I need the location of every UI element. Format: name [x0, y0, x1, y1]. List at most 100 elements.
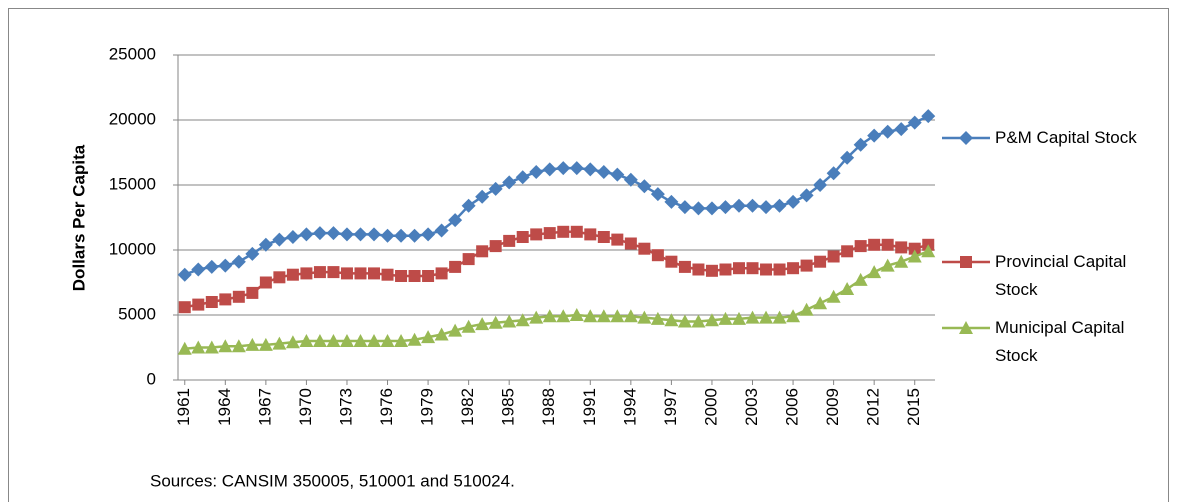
data-point — [177, 267, 192, 282]
data-point — [354, 267, 367, 280]
data-point — [921, 109, 936, 124]
data-point — [353, 334, 368, 347]
data-point — [178, 301, 191, 314]
y-tick-label: 15000 — [109, 174, 156, 193]
legend-marker — [960, 256, 972, 268]
data-point — [421, 227, 436, 242]
x-tick-label: 1964 — [215, 388, 234, 426]
data-point — [570, 225, 583, 238]
data-point — [326, 334, 341, 347]
x-tick-label: 1970 — [296, 388, 315, 426]
data-point — [610, 309, 625, 323]
data-point — [705, 264, 718, 277]
data-point — [840, 282, 855, 295]
data-point — [881, 238, 894, 251]
data-point — [245, 337, 260, 351]
data-point — [596, 309, 611, 323]
data-point — [556, 161, 571, 176]
data-point — [516, 231, 529, 243]
data-point — [610, 167, 625, 182]
data-point — [542, 162, 557, 177]
source-note: Sources: CANSIM 350005, 510001 and 51002… — [150, 471, 515, 490]
data-point — [556, 309, 571, 323]
data-point — [894, 122, 909, 137]
data-point — [786, 194, 801, 209]
x-tick-label: 2015 — [904, 388, 923, 426]
data-point — [704, 201, 719, 216]
data-point — [191, 262, 206, 277]
data-point — [285, 230, 300, 244]
data-point — [461, 198, 476, 213]
data-point — [434, 223, 449, 238]
data-point — [488, 315, 503, 329]
data-point — [232, 290, 245, 303]
data-point — [327, 266, 340, 279]
data-point — [231, 254, 246, 269]
x-tick-label: 1991 — [580, 388, 599, 426]
data-point — [407, 228, 422, 243]
data-point — [786, 309, 801, 323]
legend-label: P&M Capital Stock — [995, 128, 1137, 147]
data-point — [718, 200, 733, 215]
y-tick-label: 20000 — [109, 109, 156, 128]
data-point — [204, 259, 219, 274]
data-point — [448, 213, 463, 228]
data-point — [191, 340, 206, 354]
data-point — [434, 327, 449, 341]
y-tick-label: 5000 — [118, 304, 156, 323]
data-point — [880, 124, 895, 139]
data-point — [299, 227, 314, 242]
data-point — [515, 313, 530, 327]
data-point — [340, 267, 353, 280]
data-point — [894, 254, 909, 268]
data-point — [854, 240, 867, 253]
data-point — [569, 161, 584, 176]
data-point — [367, 227, 382, 242]
x-tick-label: 2003 — [742, 388, 761, 426]
data-point — [312, 226, 327, 241]
data-point — [637, 310, 652, 324]
data-point — [246, 286, 259, 299]
data-point — [394, 334, 409, 347]
data-point — [258, 237, 273, 252]
data-point — [814, 255, 827, 268]
data-point — [745, 198, 760, 213]
x-tick-label: 2006 — [783, 388, 802, 426]
x-tick-label: 1979 — [418, 388, 437, 426]
data-point — [489, 240, 502, 253]
data-point — [907, 249, 922, 263]
data-point — [840, 150, 855, 165]
data-point — [759, 310, 774, 324]
data-point — [272, 232, 287, 247]
data-point — [719, 263, 732, 276]
y-axis-label: Dollars Per Capita — [69, 144, 88, 291]
data-point — [664, 194, 679, 209]
data-point — [503, 234, 516, 247]
data-point — [583, 162, 598, 177]
data-point — [395, 270, 408, 282]
data-point — [731, 198, 746, 213]
data-point — [624, 237, 637, 250]
x-tick-label: 1976 — [377, 388, 396, 426]
data-point — [502, 175, 517, 190]
data-point — [462, 253, 475, 266]
data-point — [677, 314, 692, 328]
data-point — [488, 181, 503, 196]
data-point — [880, 258, 895, 272]
data-point — [408, 270, 421, 282]
data-point — [299, 334, 314, 347]
data-point — [799, 188, 814, 203]
data-point — [813, 296, 828, 310]
data-point — [731, 311, 746, 325]
data-point — [813, 178, 828, 192]
data-point — [760, 263, 773, 276]
data-point — [476, 245, 489, 258]
x-tick-label: 1988 — [539, 388, 558, 426]
data-point — [637, 179, 652, 194]
data-point — [787, 262, 800, 275]
data-point — [704, 313, 719, 327]
data-point — [691, 201, 706, 216]
data-point — [827, 250, 840, 263]
data-point — [177, 341, 192, 355]
y-tick-label: 0 — [147, 369, 156, 388]
